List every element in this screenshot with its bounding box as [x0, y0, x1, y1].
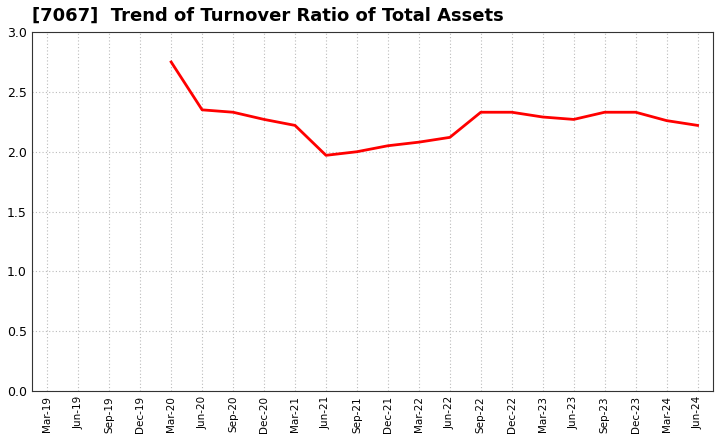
- Text: [7067]  Trend of Turnover Ratio of Total Assets: [7067] Trend of Turnover Ratio of Total …: [32, 7, 503, 25]
